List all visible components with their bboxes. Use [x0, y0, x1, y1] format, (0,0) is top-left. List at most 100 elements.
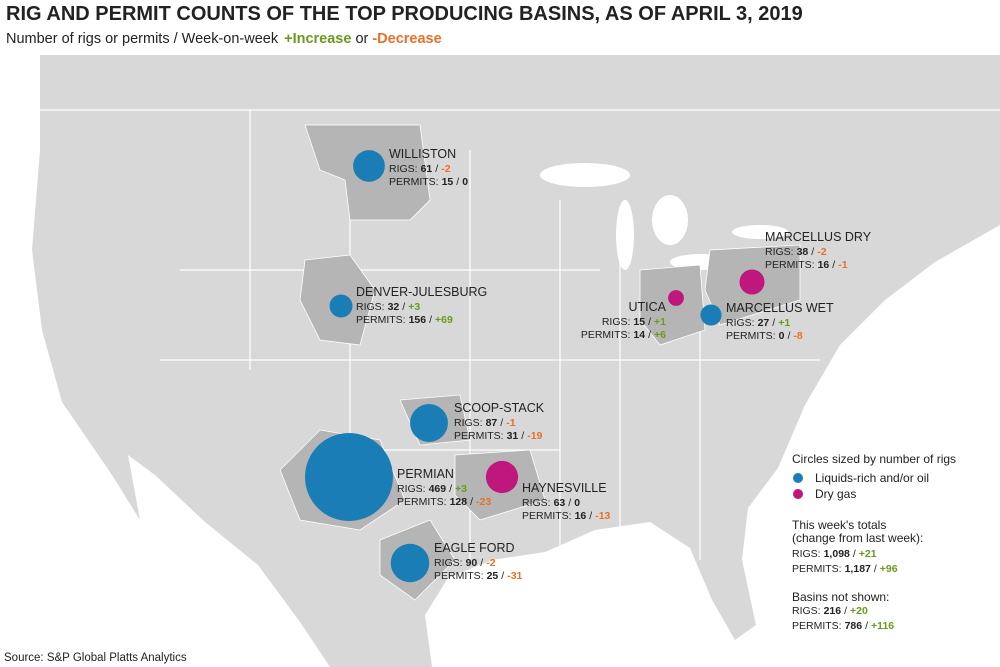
change-value: 0	[462, 176, 468, 188]
legend-swatch	[793, 473, 803, 483]
separator: /	[501, 570, 504, 582]
change-value: -2	[486, 557, 495, 569]
separator: /	[853, 548, 856, 560]
change-value: +3	[408, 301, 420, 313]
change-value: +3	[455, 483, 467, 495]
increase-key: +Increase	[284, 31, 351, 47]
label-line: PERMITS: 128/-23	[397, 496, 491, 508]
basin-name: MARCELLUS WET	[726, 301, 834, 315]
separator: /	[449, 483, 452, 495]
totals-heading: (change from last week):	[792, 531, 923, 545]
totals-heading: This week's totals	[792, 518, 886, 532]
change-value: -2	[441, 163, 450, 175]
separator: /	[568, 497, 571, 509]
count-value: 38	[797, 246, 809, 258]
count-label: RIGS:	[356, 301, 385, 313]
basin-circle	[485, 460, 519, 494]
label-line: RIGS: 63/0	[522, 497, 580, 509]
change-value: -2	[817, 246, 826, 258]
count-value: 128	[450, 496, 468, 508]
change-value: +21	[859, 548, 877, 560]
legend-swatch	[793, 489, 803, 499]
change-value: -8	[793, 330, 802, 342]
label-line: RIGS: 216/+20	[792, 605, 868, 617]
label-line: RIGS: 27/+1	[726, 317, 790, 329]
change-value: +1	[778, 317, 790, 329]
count-value: 61	[421, 163, 433, 175]
count-label: RIGS:	[522, 497, 551, 509]
change-value: -23	[476, 496, 491, 508]
basin-name: HAYNESVILLE	[522, 481, 607, 495]
change-value: -19	[527, 430, 542, 442]
count-value: 15	[442, 176, 454, 188]
separator: /	[429, 314, 432, 326]
separator: /	[832, 259, 835, 271]
count-label: PERMITS:	[792, 620, 842, 632]
basin-circle	[353, 150, 385, 182]
label-line: PERMITS: 16/-13	[522, 510, 611, 522]
label-line: PERMITS: 31/-19	[454, 430, 543, 442]
count-label: PERMITS:	[397, 496, 447, 508]
not-shown-heading: Basins not shown:	[792, 590, 889, 604]
legend-oil: Liquids-rich and/or oil	[815, 471, 929, 485]
label-line: RIGS: 469/+3	[397, 483, 467, 495]
separator: /	[402, 301, 405, 313]
change-value: +116	[871, 620, 894, 632]
change-value: +96	[880, 563, 898, 575]
source: Source: S&P Global Platts Analytics	[4, 652, 187, 664]
label-line: RIGS: 38/-2	[765, 246, 827, 258]
label-line: RIGS: 32/+3	[356, 301, 420, 313]
label-line: RIGS: 15/+1	[602, 316, 666, 328]
change-value: -13	[595, 510, 610, 522]
separator: /	[456, 176, 459, 188]
basin-circle	[739, 269, 765, 295]
basin-circle	[390, 543, 430, 583]
separator: /	[772, 317, 775, 329]
basin-circle	[329, 294, 353, 318]
basin-name: EAGLE FORD	[434, 541, 515, 555]
count-label: PERMITS:	[389, 176, 439, 188]
label-line: PERMITS: 25/-31	[434, 570, 523, 582]
change-value: +69	[435, 314, 453, 326]
change-value: 0	[574, 497, 580, 509]
basin-name: SCOOP-STACK	[454, 401, 545, 415]
count-label: RIGS:	[389, 163, 418, 175]
count-value: 90	[466, 557, 478, 569]
count-value: 25	[487, 570, 499, 582]
count-label: PERMITS:	[434, 570, 484, 582]
count-label: PERMITS:	[792, 563, 842, 575]
count-label: PERMITS:	[356, 314, 406, 326]
basin-circle	[700, 304, 722, 326]
label-line: RIGS: 90/-2	[434, 557, 496, 569]
count-label: RIGS:	[397, 483, 426, 495]
label-line: RIGS: 87/-1	[454, 417, 516, 429]
basin-name: WILLISTON	[389, 147, 456, 161]
count-value: 786	[845, 620, 863, 632]
count-label: RIGS:	[434, 557, 463, 569]
count-label: RIGS:	[726, 317, 755, 329]
legend-title: Circles sized by number of rigs	[792, 452, 956, 466]
change-value: -1	[506, 417, 515, 429]
label-line: PERMITS: 156/+69	[356, 314, 453, 326]
separator: /	[470, 496, 473, 508]
separator: /	[589, 510, 592, 522]
count-value: 16	[575, 510, 587, 522]
count-label: PERMITS:	[726, 330, 776, 342]
change-value: -1	[838, 259, 847, 271]
change-value: +20	[850, 605, 868, 617]
separator: /	[787, 330, 790, 342]
label-line: PERMITS: 0/-8	[726, 330, 803, 342]
count-label: RIGS:	[602, 316, 631, 328]
separator: /	[480, 557, 483, 569]
count-value: 15	[633, 316, 645, 328]
separator: /	[811, 246, 814, 258]
count-label: RIGS:	[792, 548, 821, 560]
count-value: 14	[633, 329, 645, 341]
subtitle-text: Number of rigs or permits / Week-on-week	[6, 31, 279, 47]
label-line: RIGS: 61/-2	[389, 163, 451, 175]
title: RIG AND PERMIT COUNTS OF THE TOP PRODUCI…	[6, 3, 803, 25]
separator: /	[435, 163, 438, 175]
count-label: PERMITS:	[454, 430, 504, 442]
subtitle: Number of rigs or permits / Week-on-week…	[6, 31, 442, 47]
